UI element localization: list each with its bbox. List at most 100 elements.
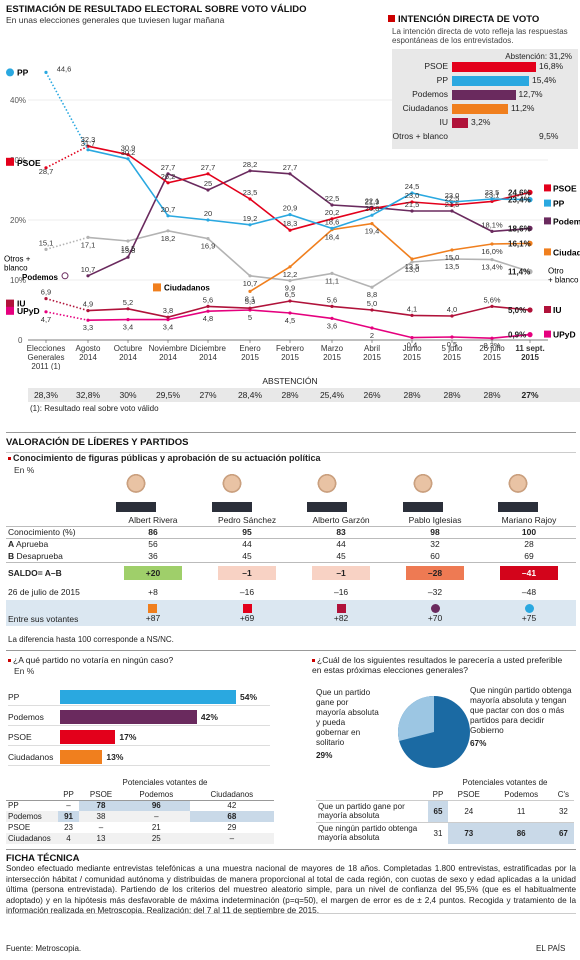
x-tick: 2014: [199, 353, 217, 362]
previous-row: 26 de julio de 2015 +8 –16 –16 –32 –48: [8, 587, 537, 597]
abstention-value: 27%: [521, 390, 539, 400]
legend-end-psoe: PSOE: [553, 183, 577, 193]
data-point: [86, 309, 90, 313]
novote-value: 42%: [200, 712, 218, 722]
data-point: [206, 172, 210, 176]
data-label: 2: [370, 331, 374, 340]
direct-vote-value: 12,7%: [518, 89, 543, 99]
pie-slice-majority: [398, 696, 434, 741]
legend-start-upyd: UPyD: [17, 306, 40, 316]
data-label: 19,4: [365, 227, 380, 236]
data-label: 3,8: [163, 306, 173, 315]
data-point: [410, 209, 414, 213]
leader-name: Pedro Sánchez: [217, 514, 277, 525]
data-label: 4,7: [41, 315, 51, 324]
abstention-value: 26%: [363, 390, 381, 400]
novote-label: PSOE: [8, 732, 32, 742]
balance-box: –28: [406, 566, 465, 581]
data-point: [288, 299, 292, 303]
data-point: [330, 316, 334, 320]
data-label: 23,5: [485, 188, 500, 197]
data-label: 5,6: [327, 295, 337, 304]
x-tick: Generales: [28, 353, 65, 362]
x-tick: 2014: [119, 353, 137, 362]
data-label: 30,2: [121, 148, 136, 157]
data-point: [370, 326, 374, 330]
data-point: [527, 240, 533, 246]
data-label: 20: [204, 209, 212, 218]
series-line-upyd: [87, 309, 531, 340]
data-point: [330, 217, 334, 221]
balance-box: –1: [218, 566, 277, 581]
section3-divider: [6, 650, 576, 651]
x-tick: 2015: [241, 353, 259, 362]
leaders-subtitle: Conocimiento de figuras públicas y aprob…: [8, 453, 321, 463]
x-tick: 5 julio: [442, 344, 463, 353]
data-label: 16,5: [121, 244, 136, 253]
data-point: [410, 191, 414, 195]
data-point: [330, 304, 334, 308]
x-tick: Elecciones: [27, 344, 66, 353]
x-tick: 26 julio: [479, 344, 505, 353]
data-label: 5: [248, 313, 252, 322]
direct-vote-label: Ciudadanos: [402, 103, 448, 113]
data-point: [410, 313, 414, 317]
data-label: 22,5: [445, 194, 460, 203]
x-tick: Diciembre: [190, 344, 227, 353]
leaders-note: La diferencia hasta 100 corresponde a NS…: [8, 635, 174, 644]
party-logo-icon: [242, 603, 252, 613]
x-tick: 2014: [79, 353, 97, 362]
data-point: [450, 248, 454, 252]
leader-names-row: Albert Rivera Pedro Sánchez Alberto Garz…: [6, 514, 576, 526]
data-label: 27,7: [283, 163, 298, 172]
leader-photo: [498, 472, 538, 512]
data-point: [288, 311, 292, 315]
novote-rule: [8, 745, 270, 746]
data-label: 23,1: [485, 190, 500, 199]
x-tick: 2015: [363, 353, 381, 362]
upyd-logo-icon: [6, 306, 14, 315]
leader-name: Alberto Garzón: [312, 514, 370, 525]
direct-vote-value: 11,2%: [511, 103, 535, 113]
x-tick: Agosto: [76, 344, 101, 353]
data-point: [288, 228, 292, 232]
data-point: [527, 197, 533, 203]
leader-name: Pablo Iglesias: [408, 514, 462, 525]
data-point: [450, 209, 454, 213]
data-label: 0,9%: [508, 331, 526, 340]
leaders-table: Albert Rivera Pedro Sánchez Alberto Garz…: [6, 514, 576, 626]
legend-start-psoe: PSOE: [17, 158, 41, 168]
data-point: [248, 306, 252, 310]
data-point: [126, 255, 130, 259]
data-point: [527, 225, 533, 231]
series-line-otros-blanco: [87, 229, 531, 289]
legend-start-otros: Otros +: [4, 254, 31, 263]
novote-bars: PP 54% Podemos 42% PSOE 17% Ciudadanos 13%: [0, 690, 290, 770]
novote-label: Podemos: [8, 712, 44, 722]
data-point: [206, 237, 210, 241]
series-line-psoe: [87, 145, 531, 232]
knowledge-row: Conocimiento (%) 86 95 83 98 100: [6, 526, 576, 538]
leader-photo: [116, 472, 156, 512]
data-point: [288, 213, 292, 217]
party-logo-icon: [336, 603, 346, 613]
approve-row: A Apruebа 56 44 44 32 28: [8, 539, 534, 550]
novote-bar: [60, 690, 236, 704]
data-point: [410, 336, 414, 340]
direct-vote-abstention: Abstención: 31,2%: [505, 52, 572, 61]
novote-bar: [60, 750, 103, 764]
abstention-value: 28%: [403, 390, 421, 400]
legend-end-pp: PP: [553, 199, 565, 209]
data-point: [410, 200, 414, 204]
novote-unit: En %: [14, 666, 35, 676]
data-point: [248, 223, 252, 227]
data-point: [450, 257, 454, 261]
y-tick: 20%: [10, 216, 26, 225]
data-point: [248, 197, 252, 201]
data-point: [288, 172, 292, 176]
pref-table-title: Potenciales votantes de: [462, 778, 548, 787]
psoe-logo-icon: [6, 157, 14, 166]
leader-name: Mariano Rajoy: [501, 514, 557, 525]
data-label: 16,9: [201, 242, 216, 251]
